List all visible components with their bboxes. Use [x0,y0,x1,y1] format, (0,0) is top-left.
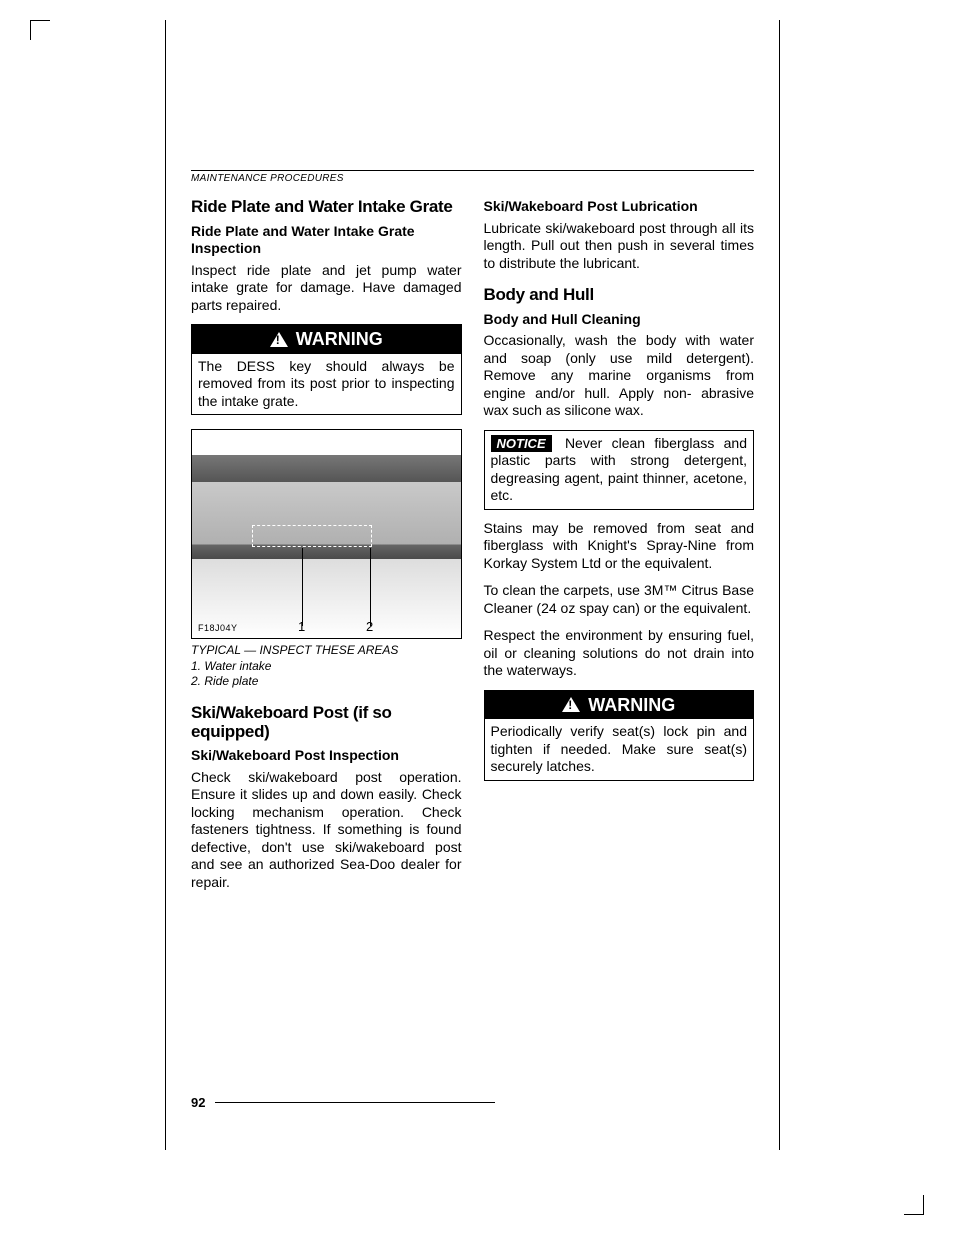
warning-bar-1: WARNING [192,325,461,354]
subheading-ski-inspection: Ski/Wakeboard Post Inspection [191,747,462,765]
heading-ride-plate: Ride Plate and Water Intake Grate [191,198,462,217]
paragraph-lube: Lubricate ski/wakeboard post through all… [484,220,755,273]
figure-caption: TYPICAL — INSPECT THESE AREAS 1. Water i… [191,643,462,690]
crop-mark-tl [30,20,50,40]
crop-mark-br [904,1195,924,1215]
figure-ride-plate: F18J04Y 1 2 [191,429,462,639]
caption-line-1: 1. Water intake [191,659,462,675]
figure-pointer-2 [370,548,371,626]
page-number: 92 [191,1095,205,1110]
paragraph-clean: Occasionally, wash the body with water a… [484,332,755,420]
subheading-cleaning: Body and Hull Cleaning [484,311,755,329]
paragraph-ski: Check ski/wakeboard post operation. Ensu… [191,769,462,892]
header-rule [191,170,754,171]
figure-callout-1: 1 [298,619,305,635]
warning-text-1: The DESS key should always be removed fr… [192,354,461,415]
subheading-ride-inspection: Ride Plate and Water Intake Grate Inspec… [191,223,462,258]
caption-line-2: 2. Ride plate [191,674,462,690]
notice-box: NOTICE Never clean fiberglass and plasti… [484,430,755,510]
warning-box-2: WARNING Periodically verify seat(s) lock… [484,690,755,781]
figure-pointer-1 [302,548,303,626]
page-footer: 92 [191,1095,495,1110]
figure-grate-outline [252,525,372,547]
heading-body-hull: Body and Hull [484,286,755,305]
warning-triangle-icon [562,697,580,712]
footer-rule [215,1102,495,1103]
paragraph-environment: Respect the environment by ensuring fuel… [484,627,755,680]
figure-code: F18J04Y [198,623,238,634]
page-frame: MAINTENANCE PROCEDURES Ride Plate and Wa… [165,20,780,1150]
warning-box-1: WARNING The DESS key should always be re… [191,324,462,415]
figure-callout-2: 2 [366,619,373,635]
subheading-lubrication: Ski/Wakeboard Post Lubrication [484,198,755,216]
paragraph-stain: Stains may be removed from seat and fibe… [484,520,755,573]
warning-label-1: WARNING [296,328,383,351]
warning-triangle-icon [270,332,288,347]
warning-label-2: WARNING [588,694,675,717]
warning-bar-2: WARNING [485,691,754,720]
left-column: Ride Plate and Water Intake Grate Ride P… [191,198,462,901]
paragraph-ride: Inspect ride plate and jet pump water in… [191,262,462,315]
notice-label: NOTICE [491,435,552,452]
heading-ski-post: Ski/Wakeboard Post (if so equipped) [191,704,462,741]
two-column-layout: Ride Plate and Water Intake Grate Ride P… [191,198,754,901]
warning-text-2: Periodically verify seat(s) lock pin and… [485,719,754,780]
right-column: Ski/Wakeboard Post Lubrication Lubricate… [484,198,755,901]
section-header: MAINTENANCE PROCEDURES [191,173,754,184]
paragraph-carpet: To clean the carpets, use 3M™ Citrus Bas… [484,582,755,617]
caption-title: TYPICAL — INSPECT THESE AREAS [191,643,462,659]
